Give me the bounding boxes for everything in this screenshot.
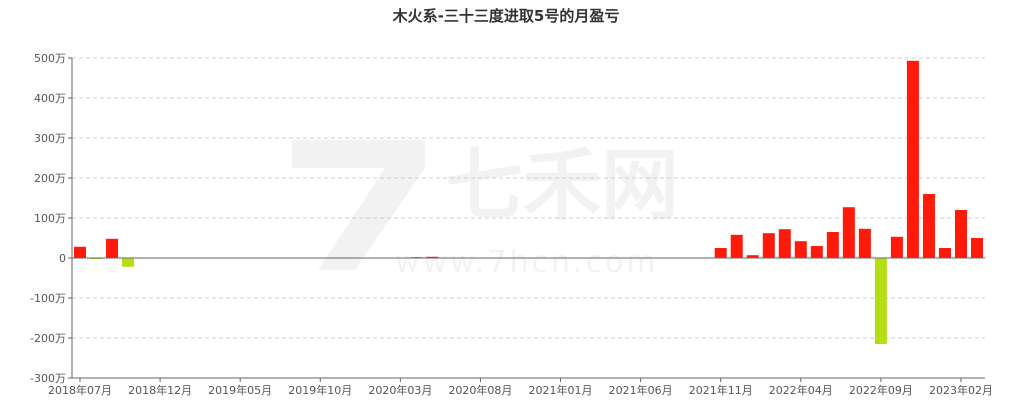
x-tick-label: 2022年04月 xyxy=(769,383,833,397)
bar-2022年04月 xyxy=(794,241,807,258)
bar-2023年02月 xyxy=(954,210,967,258)
x-tick-label: 2023年02月 xyxy=(929,383,993,397)
x-tick-label: 2021年11月 xyxy=(689,383,753,397)
bar-2022年09月 xyxy=(874,258,887,344)
bar-2022年08月 xyxy=(858,228,871,258)
bar-2018年10月 xyxy=(122,258,135,267)
bar-2021年12月 xyxy=(730,234,743,258)
x-tick-label: 2018年12月 xyxy=(128,383,192,397)
x-tick-label: 2019年10月 xyxy=(288,383,352,397)
chart-title: 木火系-三十三度进取5号的月盈亏 xyxy=(392,7,620,25)
x-tick-label: 2021年06月 xyxy=(609,383,673,397)
bar-2023年03月 xyxy=(970,238,983,258)
x-tick-label: 2019年05月 xyxy=(208,383,272,397)
watermark: 七禾网 www.7hcn.com xyxy=(292,140,679,280)
y-tick-label: 0 xyxy=(59,252,66,265)
x-tick-label: 2022年09月 xyxy=(849,383,913,397)
bar-2022年11月 xyxy=(906,60,919,258)
watermark-brand: 七禾网 xyxy=(445,141,679,231)
bar-2022年10月 xyxy=(890,236,903,258)
bar-2022年12月 xyxy=(922,194,935,258)
x-tick-label: 2021年01月 xyxy=(529,383,593,397)
bar-2018年09月 xyxy=(106,238,119,258)
bar-2023年01月 xyxy=(938,248,951,258)
bar-2022年01月 xyxy=(746,255,759,258)
bar-2022年05月 xyxy=(810,246,823,258)
bar-2022年02月 xyxy=(762,233,775,258)
bar-2021年11月 xyxy=(714,248,727,258)
y-tick-label: -300万 xyxy=(30,372,66,385)
y-tick-label: 300万 xyxy=(34,132,66,145)
bars xyxy=(74,60,983,344)
bar-2022年07月 xyxy=(842,207,855,258)
x-tick-label: 2018年07月 xyxy=(48,383,112,397)
bar-2020年05月 xyxy=(426,256,439,258)
bar-2022年06月 xyxy=(826,232,839,258)
y-tick-label: 500万 xyxy=(34,52,66,65)
y-tick-label: -200万 xyxy=(30,332,66,345)
x-tick-label: 2020年03月 xyxy=(368,383,432,397)
bar-2018年07月 xyxy=(74,246,87,258)
y-tick-label: 100万 xyxy=(34,212,66,225)
x-axis-tick-labels: 2018年07月 2018年12月 2019年05月 2019年10月 2020年03月… xyxy=(48,383,993,397)
watermark-logo-icon xyxy=(292,140,425,270)
bar-2022年03月 xyxy=(778,229,791,258)
axes xyxy=(68,57,985,382)
y-tick-label: -100万 xyxy=(30,292,66,305)
watermark-url: www.7hcn.com xyxy=(395,245,659,280)
y-axis-tick-labels: 500万 400万 300万 200万 100万 0 -100万 -200万 -300万 xyxy=(30,52,66,385)
x-tick-label: 2020年08月 xyxy=(448,383,512,397)
y-tick-label: 400万 xyxy=(34,92,66,105)
y-tick-label: 200万 xyxy=(34,172,66,185)
